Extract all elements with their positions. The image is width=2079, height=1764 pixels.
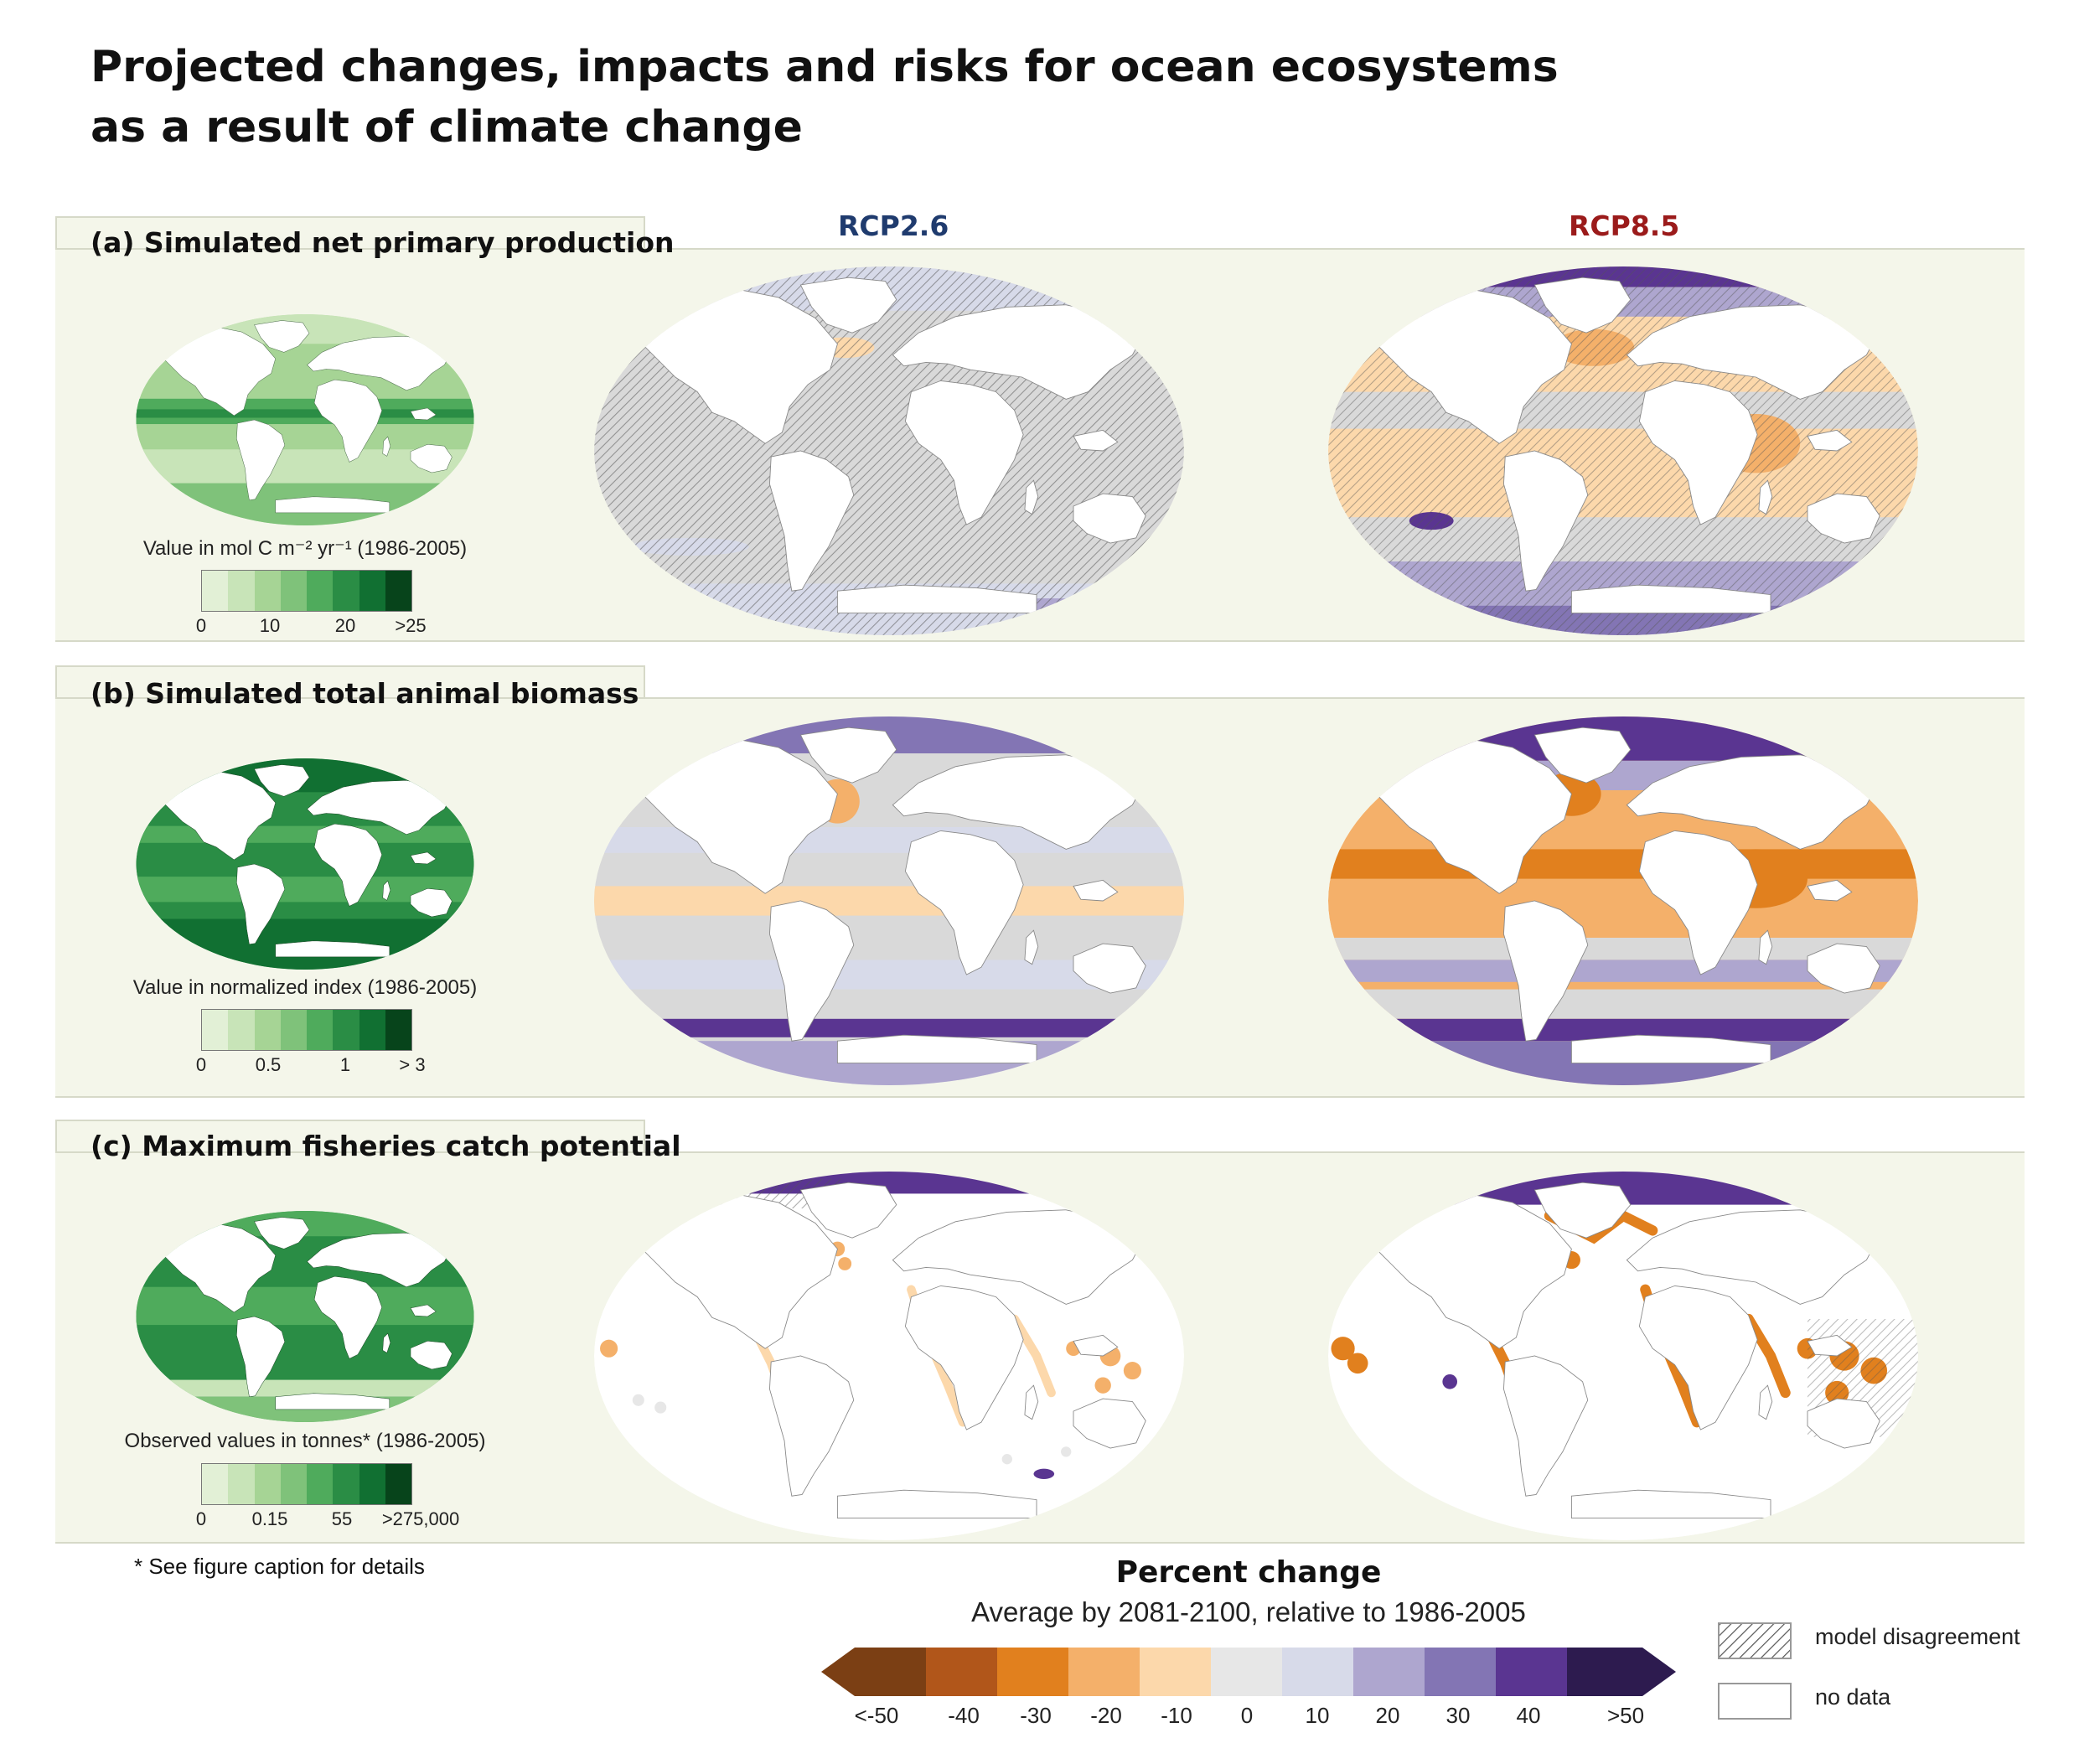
figure-title-line1: Projected changes, impacts and risks for… — [91, 42, 1559, 92]
no-data-label: no data — [1815, 1684, 1891, 1710]
figure-title-line2: as a result of climate change — [91, 102, 803, 153]
percent-change-subtitle: Average by 2081-2100, relative to 1986-2… — [971, 1596, 1526, 1627]
map-biomass-rcp26 — [594, 716, 1184, 1085]
map-npp-rcp85 — [1328, 266, 1918, 635]
baseline-tick-b-1: 0.5 — [255, 1054, 282, 1075]
baseline-tick-c-0: 0 — [195, 1508, 207, 1529]
pc-tick-6: 10 — [1305, 1703, 1330, 1728]
baseline-tick-a-2: 20 — [334, 615, 356, 636]
baseline-map-npp — [136, 314, 474, 525]
pc-tick-9: 40 — [1516, 1703, 1541, 1728]
baseline-caption-b: Value in normalized index (1986-2005) — [132, 976, 478, 999]
baseline-tick-b-0: 0 — [195, 1054, 207, 1075]
baseline-map-biomass — [136, 758, 474, 970]
panel-a-tab — [55, 216, 645, 251]
baseline-tick-c-1: 0.15 — [251, 1508, 288, 1529]
percent-change-colorbar — [821, 1648, 1676, 1696]
baseline-caption-a: Value in mol C m⁻² yr⁻¹ (1986-2005) — [142, 537, 468, 560]
baseline-tick-c-2: 55 — [331, 1508, 353, 1529]
baseline-tick-b-2: 1 — [339, 1054, 351, 1075]
baseline-tick-a-1: 10 — [259, 615, 281, 636]
no-data-swatch — [1718, 1683, 1792, 1720]
baseline-colorbar-b — [201, 1009, 412, 1051]
pc-tick-3: -20 — [1090, 1703, 1122, 1728]
map-fisheries-rcp26 — [594, 1172, 1184, 1540]
model-disagreement-swatch — [1718, 1622, 1792, 1659]
scenario-label-rcp85: RCP8.5 — [1569, 210, 1680, 242]
baseline-colorbar-a — [201, 570, 412, 612]
figure-title: Projected changes, impacts and risks for… — [91, 37, 1559, 158]
pc-tick-2: -30 — [1020, 1703, 1052, 1728]
pc-tick-1: -40 — [948, 1703, 980, 1728]
map-npp-rcp26 — [594, 266, 1184, 635]
pc-tick-4: -10 — [1161, 1703, 1192, 1728]
baseline-tick-a-3: >25 — [395, 615, 427, 636]
panel-a-label: (a) Simulated net primary production — [91, 226, 675, 259]
map-fisheries-rcp85 — [1328, 1172, 1918, 1540]
map-biomass-rcp85 — [1328, 716, 1918, 1085]
pc-tick-8: 30 — [1445, 1703, 1471, 1728]
baseline-colorbar-c — [201, 1463, 412, 1505]
panel-c-label: (c) Maximum fisheries catch potential — [91, 1130, 681, 1162]
model-disagreement-label: model disagreement — [1815, 1624, 2020, 1649]
pc-tick-7: 20 — [1375, 1703, 1400, 1728]
baseline-tick-c-3: >275,000 — [381, 1508, 460, 1529]
panel-c-tab — [55, 1120, 645, 1155]
scenario-label-rcp26: RCP2.6 — [838, 210, 949, 242]
baseline-tick-b-3: > 3 — [399, 1054, 426, 1075]
baseline-caption-c: Observed values in tonnes* (1986-2005) — [124, 1430, 486, 1452]
panel-b-tab — [55, 665, 645, 701]
baseline-map-fisheries — [136, 1211, 474, 1422]
baseline-tick-a-0: 0 — [195, 615, 207, 636]
percent-change-title: Percent change — [1115, 1555, 1382, 1590]
panel-b-label: (b) Simulated total animal biomass — [91, 677, 639, 710]
footnote: * See figure caption for details — [134, 1554, 425, 1579]
pc-tick-0: <-50 — [854, 1703, 899, 1728]
pc-tick-10: >50 — [1606, 1703, 1645, 1728]
pc-tick-5: 0 — [1240, 1703, 1254, 1728]
